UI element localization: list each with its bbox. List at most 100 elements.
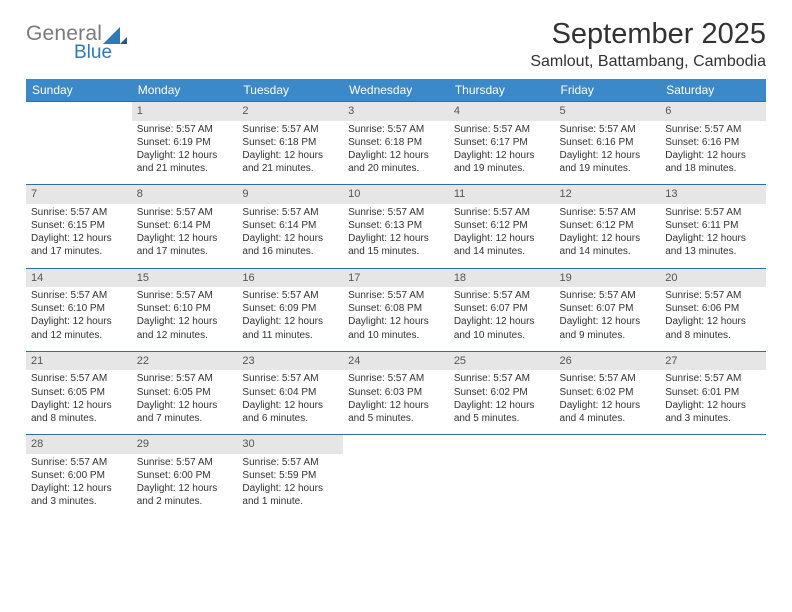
daylight-line: Daylight: 12 hours and 10 minutes.: [454, 315, 550, 341]
day-cell: Sunrise: 5:57 AMSunset: 6:05 PMDaylight:…: [26, 370, 132, 434]
day-cell: Sunrise: 5:57 AMSunset: 6:14 PMDaylight:…: [132, 204, 238, 268]
sunrise-line: Sunrise: 5:57 AM: [242, 289, 338, 302]
day-number: 13: [660, 185, 766, 204]
day-cell: Sunrise: 5:57 AMSunset: 6:08 PMDaylight:…: [343, 287, 449, 351]
sunset-line: Sunset: 6:16 PM: [665, 136, 761, 149]
sunrise-line: Sunrise: 5:57 AM: [242, 123, 338, 136]
calendar-table: SundayMondayTuesdayWednesdayThursdayFrid…: [26, 79, 766, 517]
day-cell: Sunrise: 5:57 AMSunset: 6:02 PMDaylight:…: [555, 370, 661, 434]
weekday-header: Sunday: [26, 79, 132, 102]
logo: General Blue: [26, 18, 127, 64]
day-cell: Sunrise: 5:57 AMSunset: 6:18 PMDaylight:…: [343, 121, 449, 185]
day-number: 25: [449, 351, 555, 370]
day-cell: Sunrise: 5:57 AMSunset: 6:00 PMDaylight:…: [26, 454, 132, 518]
header: General Blue September 2025 Samlout, Bat…: [26, 18, 766, 71]
day-number: 19: [555, 268, 661, 287]
daylight-line: Daylight: 12 hours and 19 minutes.: [560, 149, 656, 175]
day-number: 4: [449, 102, 555, 121]
sunset-line: Sunset: 6:12 PM: [560, 219, 656, 232]
day-number: 6: [660, 102, 766, 121]
day-cell: Sunrise: 5:57 AMSunset: 6:12 PMDaylight:…: [555, 204, 661, 268]
day-cell: Sunrise: 5:57 AMSunset: 6:00 PMDaylight:…: [132, 454, 238, 518]
day-cell: Sunrise: 5:57 AMSunset: 6:10 PMDaylight:…: [26, 287, 132, 351]
day-number: 5: [555, 102, 661, 121]
sunset-line: Sunset: 6:05 PM: [31, 386, 127, 399]
day-number: [660, 435, 766, 454]
daylight-line: Daylight: 12 hours and 7 minutes.: [137, 399, 233, 425]
day-cell: Sunrise: 5:57 AMSunset: 6:16 PMDaylight:…: [660, 121, 766, 185]
sunset-line: Sunset: 6:15 PM: [31, 219, 127, 232]
day-cell: Sunrise: 5:57 AMSunset: 6:04 PMDaylight:…: [237, 370, 343, 434]
daylight-line: Daylight: 12 hours and 17 minutes.: [137, 232, 233, 258]
day-number: 21: [26, 351, 132, 370]
sunset-line: Sunset: 6:12 PM: [454, 219, 550, 232]
logo-text-blue: Blue: [26, 42, 112, 64]
weekday-header: Tuesday: [237, 79, 343, 102]
sunrise-line: Sunrise: 5:57 AM: [665, 123, 761, 136]
day-number: 22: [132, 351, 238, 370]
sunset-line: Sunset: 5:59 PM: [242, 469, 338, 482]
sunset-line: Sunset: 6:03 PM: [348, 386, 444, 399]
sunset-line: Sunset: 6:00 PM: [137, 469, 233, 482]
sunrise-line: Sunrise: 5:57 AM: [560, 206, 656, 219]
weekday-header: Saturday: [660, 79, 766, 102]
daylight-line: Daylight: 12 hours and 4 minutes.: [560, 399, 656, 425]
day-number: 2: [237, 102, 343, 121]
day-cell: [26, 121, 132, 185]
weekday-header: Thursday: [449, 79, 555, 102]
sunset-line: Sunset: 6:08 PM: [348, 302, 444, 315]
daylight-line: Daylight: 12 hours and 2 minutes.: [137, 482, 233, 508]
calendar-body: 123456Sunrise: 5:57 AMSunset: 6:19 PMDay…: [26, 102, 766, 518]
sunrise-line: Sunrise: 5:57 AM: [348, 372, 444, 385]
day-cell: Sunrise: 5:57 AMSunset: 6:11 PMDaylight:…: [660, 204, 766, 268]
day-cell: Sunrise: 5:57 AMSunset: 6:17 PMDaylight:…: [449, 121, 555, 185]
daylight-line: Daylight: 12 hours and 21 minutes.: [137, 149, 233, 175]
daylight-line: Daylight: 12 hours and 10 minutes.: [348, 315, 444, 341]
weekday-header: Wednesday: [343, 79, 449, 102]
sunset-line: Sunset: 6:04 PM: [242, 386, 338, 399]
day-cell: Sunrise: 5:57 AMSunset: 6:15 PMDaylight:…: [26, 204, 132, 268]
daylight-line: Daylight: 12 hours and 8 minutes.: [31, 399, 127, 425]
daylight-line: Daylight: 12 hours and 3 minutes.: [665, 399, 761, 425]
day-cell: [449, 454, 555, 518]
daylight-line: Daylight: 12 hours and 14 minutes.: [560, 232, 656, 258]
sunset-line: Sunset: 6:14 PM: [242, 219, 338, 232]
day-cell: Sunrise: 5:57 AMSunset: 6:19 PMDaylight:…: [132, 121, 238, 185]
sunrise-line: Sunrise: 5:57 AM: [31, 289, 127, 302]
sunset-line: Sunset: 6:09 PM: [242, 302, 338, 315]
sunset-line: Sunset: 6:10 PM: [137, 302, 233, 315]
day-number: [343, 435, 449, 454]
day-cell: Sunrise: 5:57 AMSunset: 6:14 PMDaylight:…: [237, 204, 343, 268]
day-cell: Sunrise: 5:57 AMSunset: 6:02 PMDaylight:…: [449, 370, 555, 434]
day-number: 7: [26, 185, 132, 204]
day-cell: Sunrise: 5:57 AMSunset: 6:01 PMDaylight:…: [660, 370, 766, 434]
sunset-line: Sunset: 6:02 PM: [560, 386, 656, 399]
day-cell: Sunrise: 5:57 AMSunset: 6:18 PMDaylight:…: [237, 121, 343, 185]
daylight-line: Daylight: 12 hours and 9 minutes.: [560, 315, 656, 341]
sunrise-line: Sunrise: 5:57 AM: [137, 456, 233, 469]
daylight-line: Daylight: 12 hours and 12 minutes.: [31, 315, 127, 341]
weekday-header: Monday: [132, 79, 238, 102]
day-number: 11: [449, 185, 555, 204]
content-row: Sunrise: 5:57 AMSunset: 6:00 PMDaylight:…: [26, 454, 766, 518]
sunrise-line: Sunrise: 5:57 AM: [242, 372, 338, 385]
daylight-line: Daylight: 12 hours and 21 minutes.: [242, 149, 338, 175]
day-cell: Sunrise: 5:57 AMSunset: 6:05 PMDaylight:…: [132, 370, 238, 434]
daynum-row: 282930: [26, 435, 766, 454]
page: General Blue September 2025 Samlout, Bat…: [0, 0, 792, 517]
day-cell: Sunrise: 5:57 AMSunset: 6:12 PMDaylight:…: [449, 204, 555, 268]
sunrise-line: Sunrise: 5:57 AM: [137, 289, 233, 302]
day-number: 12: [555, 185, 661, 204]
sunrise-line: Sunrise: 5:57 AM: [665, 289, 761, 302]
day-number: 20: [660, 268, 766, 287]
day-number: 16: [237, 268, 343, 287]
daylight-line: Daylight: 12 hours and 12 minutes.: [137, 315, 233, 341]
day-cell: Sunrise: 5:57 AMSunset: 6:10 PMDaylight:…: [132, 287, 238, 351]
day-number: 23: [237, 351, 343, 370]
daynum-row: 78910111213: [26, 185, 766, 204]
sunrise-line: Sunrise: 5:57 AM: [665, 206, 761, 219]
sunset-line: Sunset: 6:13 PM: [348, 219, 444, 232]
day-cell: Sunrise: 5:57 AMSunset: 6:07 PMDaylight:…: [449, 287, 555, 351]
daylight-line: Daylight: 12 hours and 3 minutes.: [31, 482, 127, 508]
sunrise-line: Sunrise: 5:57 AM: [137, 206, 233, 219]
